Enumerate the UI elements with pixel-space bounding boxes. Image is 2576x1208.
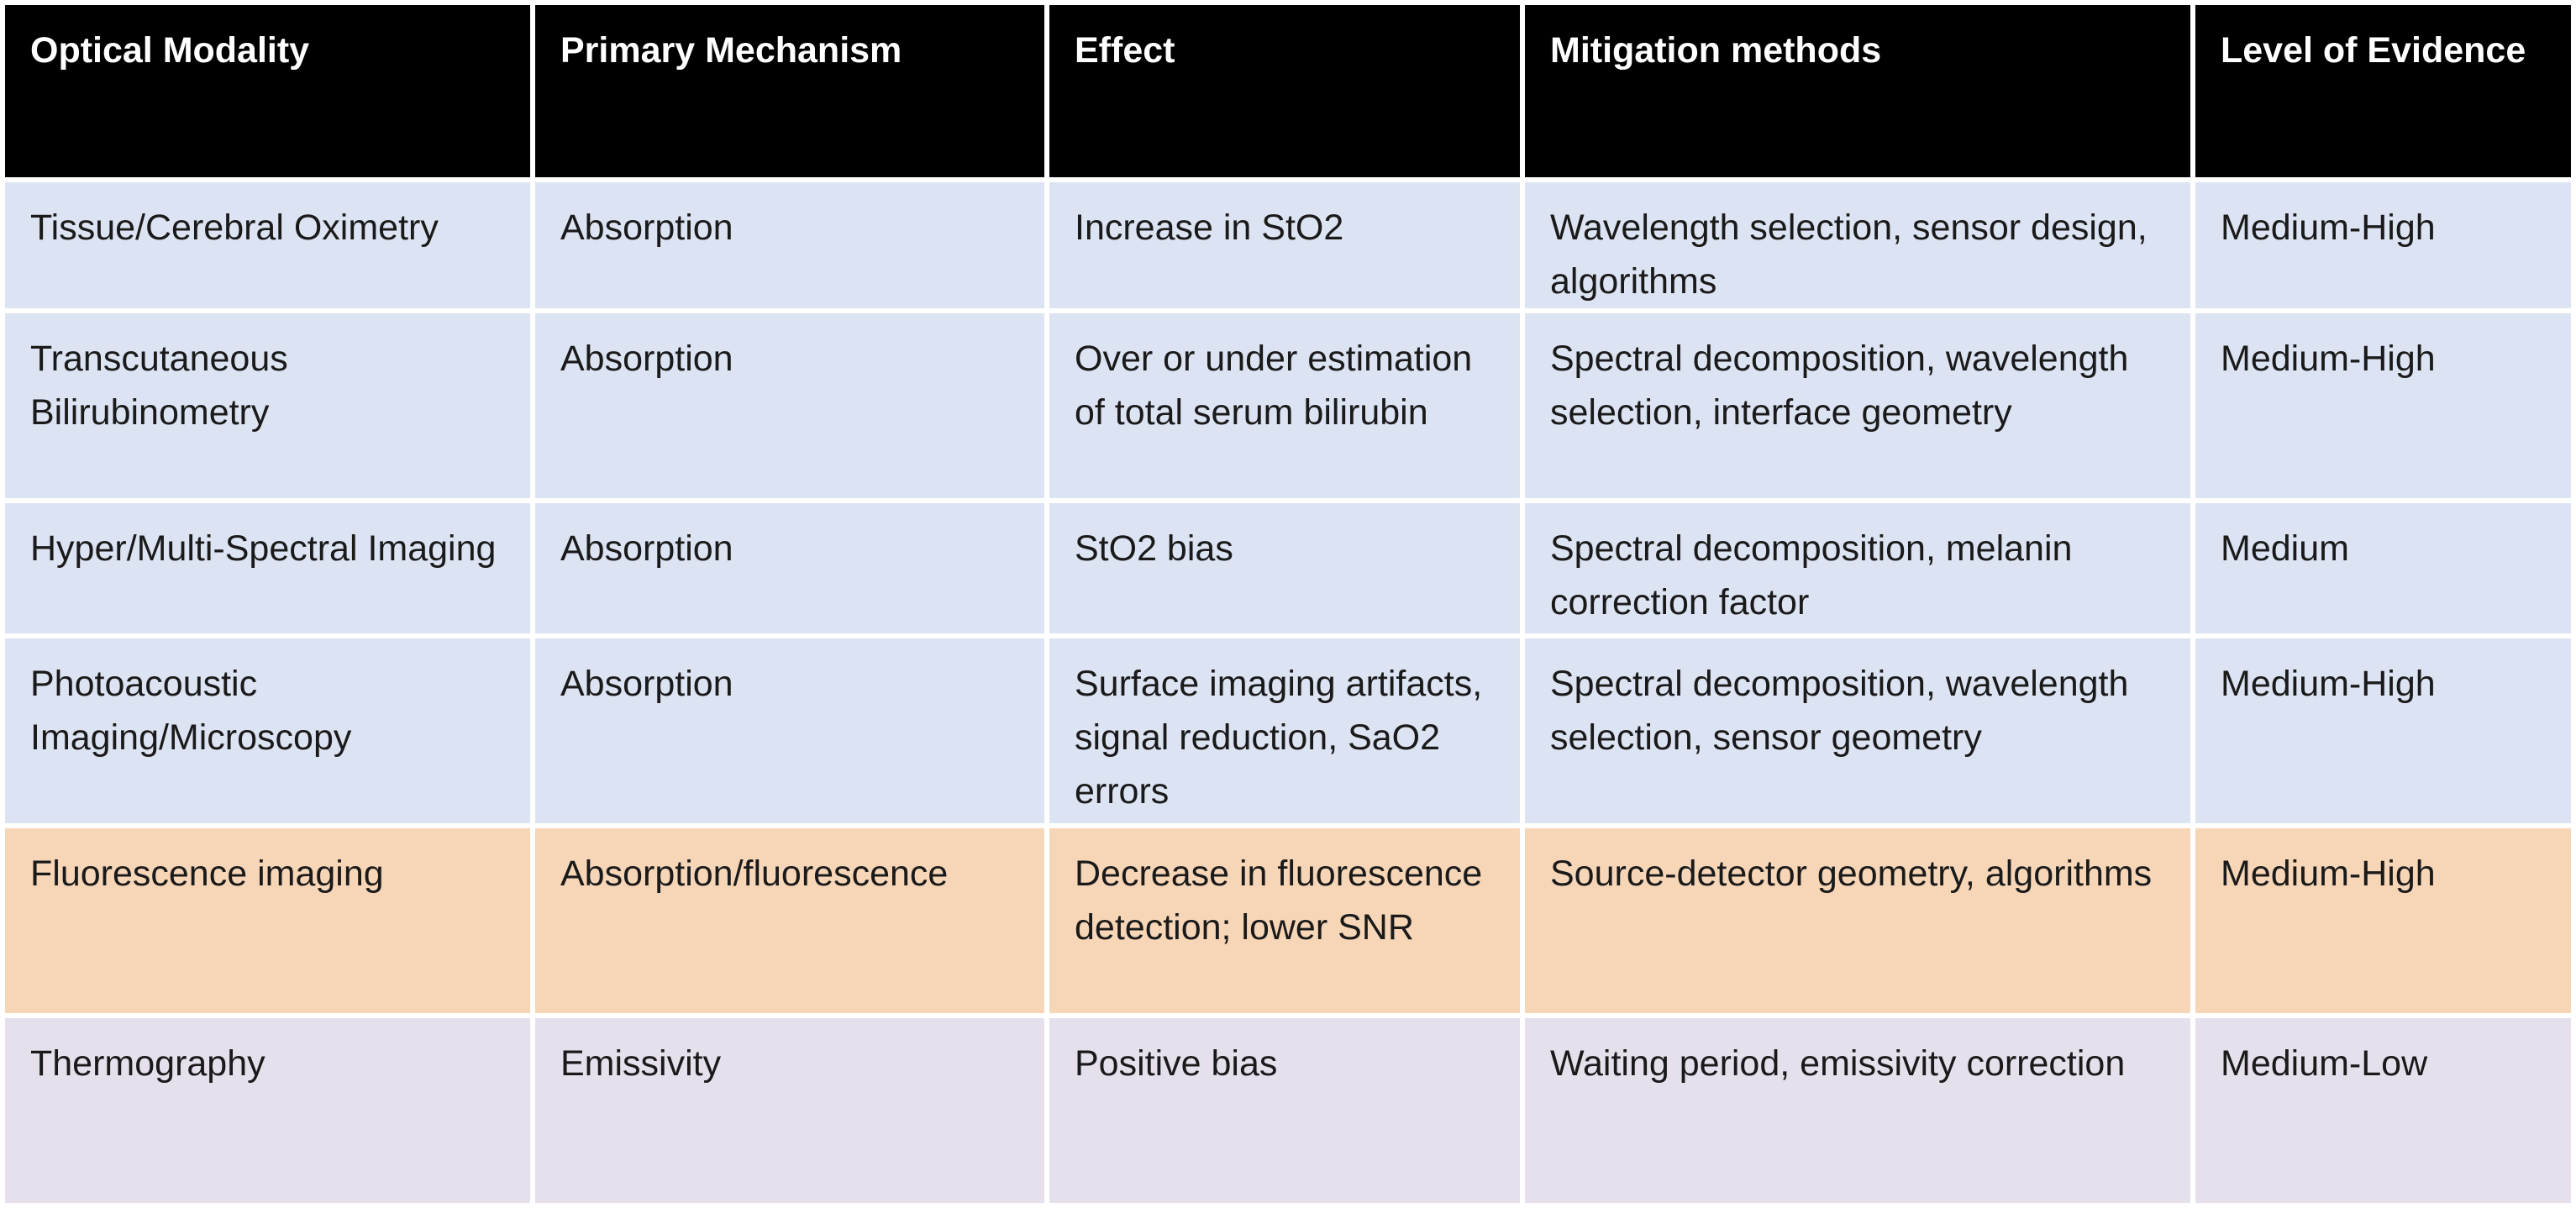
cell-mechanism: Absorption (535, 313, 1044, 498)
cell-mechanism: Absorption (535, 182, 1044, 308)
cell-evidence: Medium-High (2195, 182, 2571, 308)
cell-modality: Hyper/Multi-Spectral Imaging (5, 503, 530, 633)
header-effect: Effect (1049, 5, 1520, 177)
cell-modality: Fluorescence imaging (5, 828, 530, 1013)
cell-mitigation: Spectral decomposition, melanin correcti… (1525, 503, 2190, 633)
table-row: Tissue/Cerebral Oximetry Absorption Incr… (5, 182, 2571, 308)
table-row: Fluorescence imaging Absorption/fluoresc… (5, 828, 2571, 1013)
cell-evidence: Medium-High (2195, 828, 2571, 1013)
table-row: Transcutaneous Bilirubinometry Absorptio… (5, 313, 2571, 498)
cell-mechanism: Absorption/fluorescence (535, 828, 1044, 1013)
table-row: Thermography Emissivity Positive bias Wa… (5, 1018, 2571, 1203)
table-row: Hyper/Multi-Spectral Imaging Absorption … (5, 503, 2571, 633)
cell-mitigation: Source-detector geometry, algorithms (1525, 828, 2190, 1013)
cell-mechanism: Emissivity (535, 1018, 1044, 1203)
cell-evidence: Medium-High (2195, 638, 2571, 823)
cell-mitigation: Spectral decomposition, wavelength selec… (1525, 638, 2190, 823)
cell-effect: StO2 bias (1049, 503, 1520, 633)
cell-modality: Thermography (5, 1018, 530, 1203)
header-primary-mechanism: Primary Mechanism (535, 5, 1044, 177)
table-header-row: Optical Modality Primary Mechanism Effec… (5, 5, 2571, 177)
cell-modality: Photoacoustic Imaging/Microscopy (5, 638, 530, 823)
cell-mitigation: Spectral decomposition, wavelength selec… (1525, 313, 2190, 498)
cell-evidence: Medium-High (2195, 313, 2571, 498)
cell-mitigation: Wavelength selection, sensor design, alg… (1525, 182, 2190, 308)
cell-effect: Decrease in fluorescence detection; lowe… (1049, 828, 1520, 1013)
cell-evidence: Medium (2195, 503, 2571, 633)
cell-mechanism: Absorption (535, 503, 1044, 633)
header-mitigation-methods: Mitigation methods (1525, 5, 2190, 177)
cell-effect: Surface imaging artifacts, signal reduct… (1049, 638, 1520, 823)
cell-mechanism: Absorption (535, 638, 1044, 823)
cell-effect: Increase in StO2 (1049, 182, 1520, 308)
header-optical-modality: Optical Modality (5, 5, 530, 177)
cell-modality: Transcutaneous Bilirubinometry (5, 313, 530, 498)
cell-evidence: Medium-Low (2195, 1018, 2571, 1203)
cell-mitigation: Waiting period, emissivity correction (1525, 1018, 2190, 1203)
cell-effect: Over or under estimation of total serum … (1049, 313, 1520, 498)
cell-modality: Tissue/Cerebral Oximetry (5, 182, 530, 308)
cell-effect: Positive bias (1049, 1018, 1520, 1203)
table-row: Photoacoustic Imaging/Microscopy Absorpt… (5, 638, 2571, 823)
header-level-of-evidence: Level of Evidence (2195, 5, 2571, 177)
